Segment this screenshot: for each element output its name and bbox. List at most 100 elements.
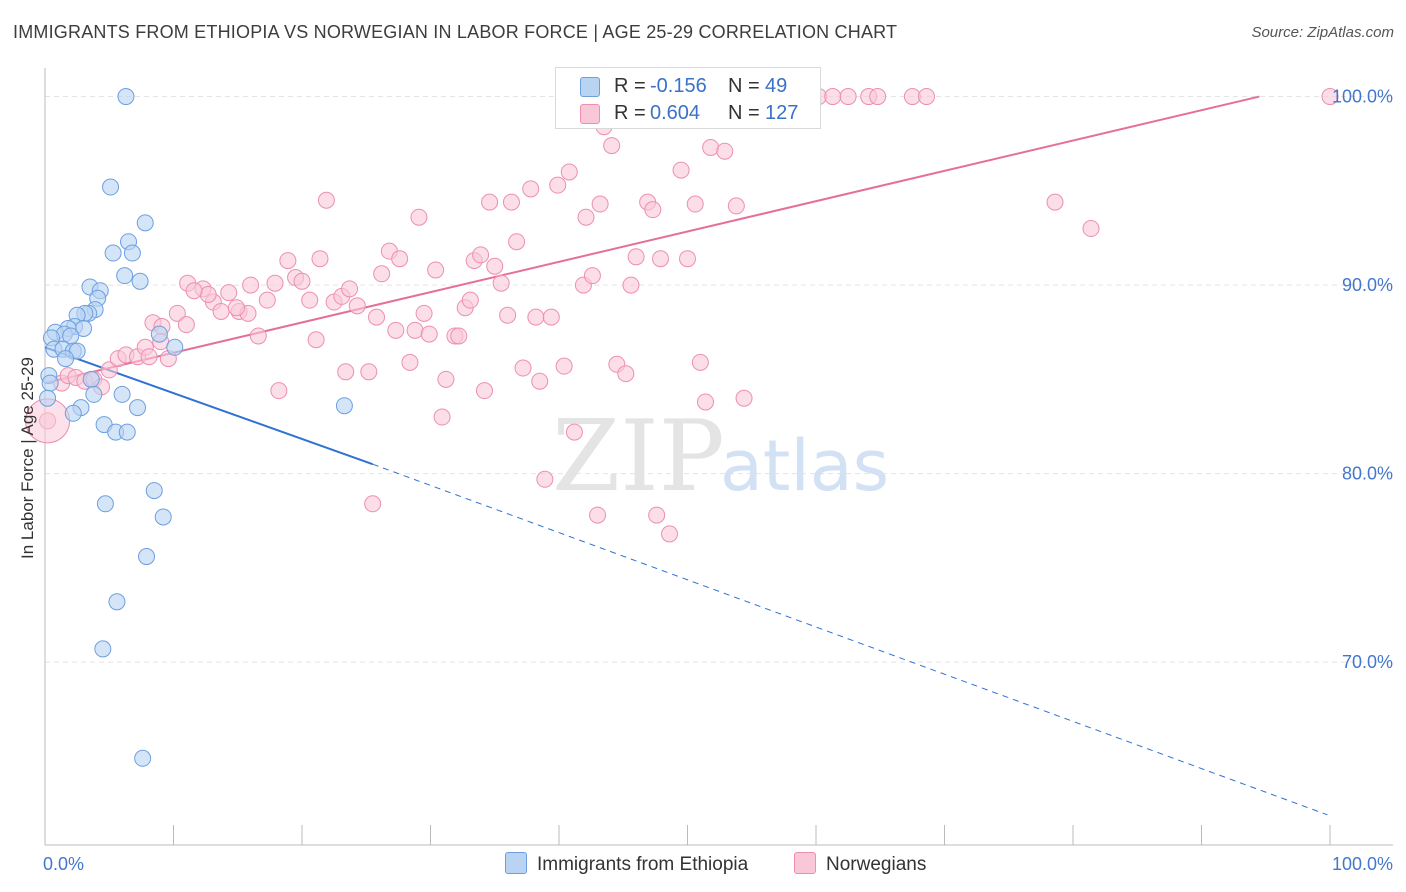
watermark-zip: ZIP [552,400,725,514]
norwegians-point [185,282,203,300]
norwegians-point [258,291,276,309]
norwegians-point [652,250,670,268]
norwegians-point [555,357,573,375]
norwegians-point [542,308,560,326]
norwegians-trendline [44,95,1260,385]
norwegians-point [450,327,468,345]
ethiopia-trendline-extension [372,463,1328,816]
trendlines [44,95,1328,816]
norwegians-point [1082,220,1100,238]
gridlines [45,96,1390,663]
norwegians-point [839,88,857,106]
norwegians-point [591,195,609,213]
ethiopia-point [145,482,163,500]
norwegians-point [348,297,366,315]
norwegians-point [481,193,499,211]
ethiopia-point [166,338,184,356]
chart-title: IMMIGRANTS FROM ETHIOPIA VS NORWEGIAN IN… [13,22,898,42]
norwegians-point [508,233,526,251]
norwegians-point [279,252,297,270]
x-tick-labels: 0.0% 100.0% [43,854,1393,874]
ethiopia-point [57,350,75,368]
norwegians-point [536,470,554,488]
ethiopia-point [108,593,126,611]
y-tick-labels: 70.0% 80.0% 90.0% 100.0% [1332,87,1393,673]
ethiopia-point [113,385,131,403]
legend-n-label: N = [728,102,760,124]
norwegians-point [199,286,217,304]
norwegians-point [565,423,583,441]
ethiopia-point [129,399,147,417]
norwegians-point [903,88,921,106]
legend-r-label: R = [614,75,646,97]
ethiopia-point [102,178,120,196]
norwegians-point [100,361,118,379]
y-tick-label: 90.0% [1342,275,1393,295]
legend-swatch-pink [794,852,816,874]
norwegians-point [531,372,549,390]
norwegians-point [702,138,720,156]
norwegians-point [311,250,329,268]
norwegians-point [727,197,745,215]
norwegians-point [401,353,419,371]
norwegians-point [691,353,709,371]
y-axis-label: In Labor Force | Age 25-29 [18,357,37,559]
norwegians-point [1321,88,1339,106]
norwegians-point [560,163,578,181]
norwegians-point [1046,193,1064,211]
legend-item-ethiopia[interactable]: Immigrants from Ethiopia [505,852,748,876]
norwegians-point [522,180,540,198]
ethiopia-point [123,244,141,262]
watermark: ZIP atlas [552,400,889,514]
norwegians-point [499,306,517,324]
legend-r-value: 0.604 [650,102,701,124]
norwegians-point [227,299,245,317]
norwegians-point [168,304,186,322]
ethiopia-points [39,88,353,767]
norwegians-point [617,365,635,383]
norwegians-point [472,246,490,264]
y-tick-label: 80.0% [1342,464,1393,484]
ethiopia-point [39,389,57,407]
norwegians-point [406,321,424,339]
legend-row-ethiopia: R = -0.156 N = 49 [556,73,820,101]
legend-row-norwegians: R = 0.604 N = 127 [556,100,820,128]
norwegians-point [492,274,510,292]
norwegians-point [589,506,607,524]
x-tick-label: 0.0% [43,854,84,874]
norwegians-point [433,408,451,426]
norwegians-points [25,88,1339,543]
norwegians-point [337,363,355,381]
norwegians-point [410,208,428,226]
norwegians-point [824,88,842,106]
ethiopia-point [94,640,112,658]
ethiopia-point [154,508,172,526]
legend-swatch-blue [580,77,600,97]
norwegians-point [648,506,666,524]
norwegians-point [918,88,936,106]
norwegians-point [603,137,621,155]
norwegians-point [177,316,195,334]
legend-item-norwegians[interactable]: Norwegians [794,852,926,876]
legend-n-label: N = [728,75,760,97]
ethiopia-point [96,495,114,513]
correlation-legend: R = -0.156 N = 49 R = 0.604 N = 127 [555,67,821,129]
norwegians-point [549,176,567,194]
norwegians-point [266,274,284,292]
norwegians-point [869,88,887,106]
norwegians-point [577,208,595,226]
ethiopia-point [138,548,156,566]
legend-swatch-blue [505,852,527,874]
ethiopia-point [41,374,59,392]
legend-label: Immigrants from Ethiopia [537,854,749,875]
norwegians-point [341,280,359,298]
norwegians-point [502,193,520,211]
ethiopia-point [136,214,154,232]
watermark-atlas: atlas [720,425,889,507]
y-tick-label: 100.0% [1332,87,1393,107]
source-label: Source: ZipAtlas.com [1251,24,1394,41]
norwegians-point [661,525,679,543]
ethiopia-point [64,404,82,422]
norwegians-point [373,265,391,283]
